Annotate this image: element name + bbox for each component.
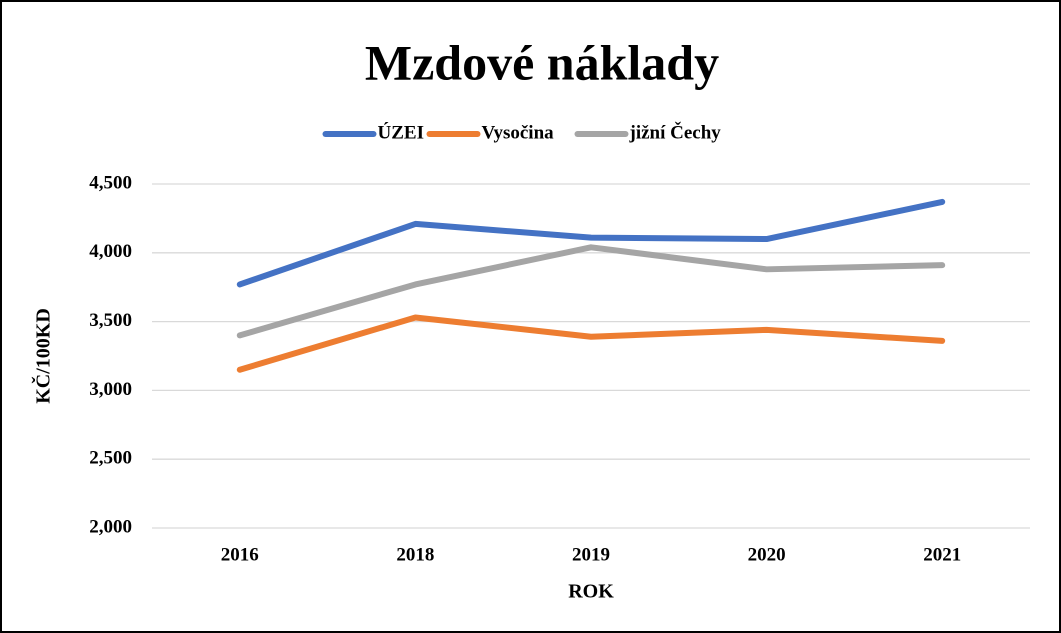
- y-tick-label: 3,000: [89, 379, 132, 400]
- y-tick-label: 2,500: [89, 448, 132, 469]
- x-tick-label: 2016: [221, 544, 259, 565]
- y-axis-label: KČ/100KD: [31, 308, 55, 404]
- x-tick-label: 2021: [923, 544, 961, 565]
- x-tick-label: 2019: [572, 544, 610, 565]
- series-line: [236, 198, 946, 288]
- legend-label: jižní Čechy: [629, 121, 722, 143]
- series-line: [236, 244, 946, 339]
- x-tick-label: 2018: [396, 544, 434, 565]
- y-tick-label: 4,500: [89, 172, 132, 193]
- legend-label: ÚZEI: [378, 121, 424, 143]
- y-tick-label: 4,000: [89, 241, 132, 262]
- y-tick-label: 3,500: [89, 310, 132, 331]
- chart-title: Mzdové náklady: [365, 34, 719, 90]
- legend-label: Vysočina: [482, 122, 555, 143]
- series-line: [236, 314, 946, 373]
- y-tick-label: 2,000: [89, 516, 132, 537]
- x-axis-label: ROK: [568, 581, 614, 603]
- x-tick-label: 2020: [748, 544, 786, 565]
